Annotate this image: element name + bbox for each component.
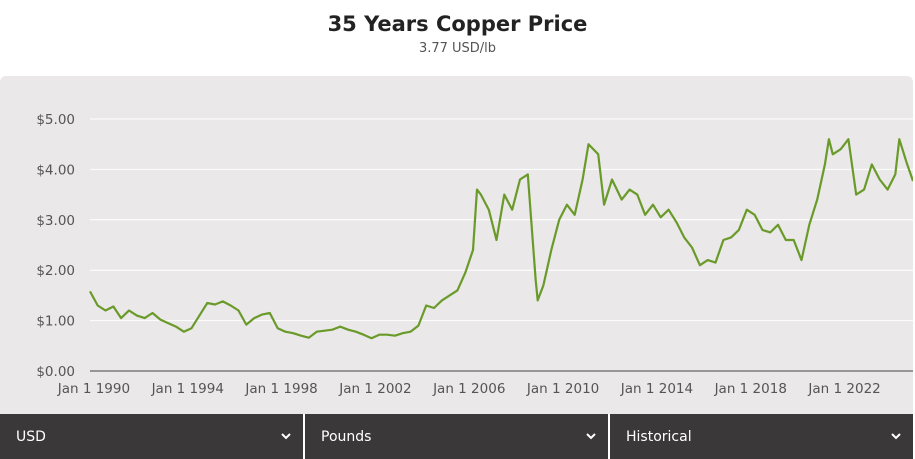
- unit-select-value: Pounds: [321, 428, 372, 445]
- copper-price-chart: $0.00 $1.00 $2.00 $3.00 $4.00 $5.00 Jan 1 1990…: [36, 112, 913, 397]
- chart-panel: $0.00 $1.00 $2.00 $3.00 $4.00 $5.00 Jan 1 1990…: [0, 76, 913, 414]
- range-select[interactable]: Historical: [610, 414, 913, 459]
- x-tick-label: Jan 1 1990: [57, 381, 130, 397]
- x-tick-label: Jan 1 2006: [432, 381, 505, 397]
- x-tick-label: Jan 1 2014: [620, 381, 693, 397]
- y-tick-label: $2.00: [36, 263, 75, 279]
- unit-select[interactable]: Pounds: [305, 414, 608, 459]
- y-tick-label: $0.00: [36, 364, 75, 380]
- chevron-down-icon: [586, 433, 596, 440]
- x-tick-label: Jan 1 2018: [714, 381, 787, 397]
- y-tick-label: $1.00: [36, 314, 75, 330]
- currency-select[interactable]: USD: [0, 414, 303, 459]
- chart-subtitle: 3.77 USD/lb: [418, 41, 497, 56]
- range-select-value: Historical: [626, 428, 692, 445]
- x-tick-label: Jan 1 2010: [526, 381, 599, 397]
- y-tick-label: $5.00: [36, 112, 75, 128]
- x-tick-label: Jan 1 1994: [151, 381, 224, 397]
- price-series-line: [89, 138, 913, 340]
- y-tick-label: $4.00: [36, 162, 75, 178]
- y-tick-label: $3.00: [36, 213, 75, 229]
- chart-controls: USD Pounds Historical: [0, 414, 913, 459]
- chevron-down-icon: [891, 433, 901, 440]
- chevron-down-icon: [281, 433, 291, 440]
- currency-select-value: USD: [16, 428, 46, 445]
- chart-title: 35 Years Copper Price: [327, 12, 588, 36]
- x-tick-label: Jan 1 1998: [244, 381, 317, 397]
- x-tick-label: Jan 1 2022: [807, 381, 880, 397]
- x-tick-label: Jan 1 2002: [338, 381, 411, 397]
